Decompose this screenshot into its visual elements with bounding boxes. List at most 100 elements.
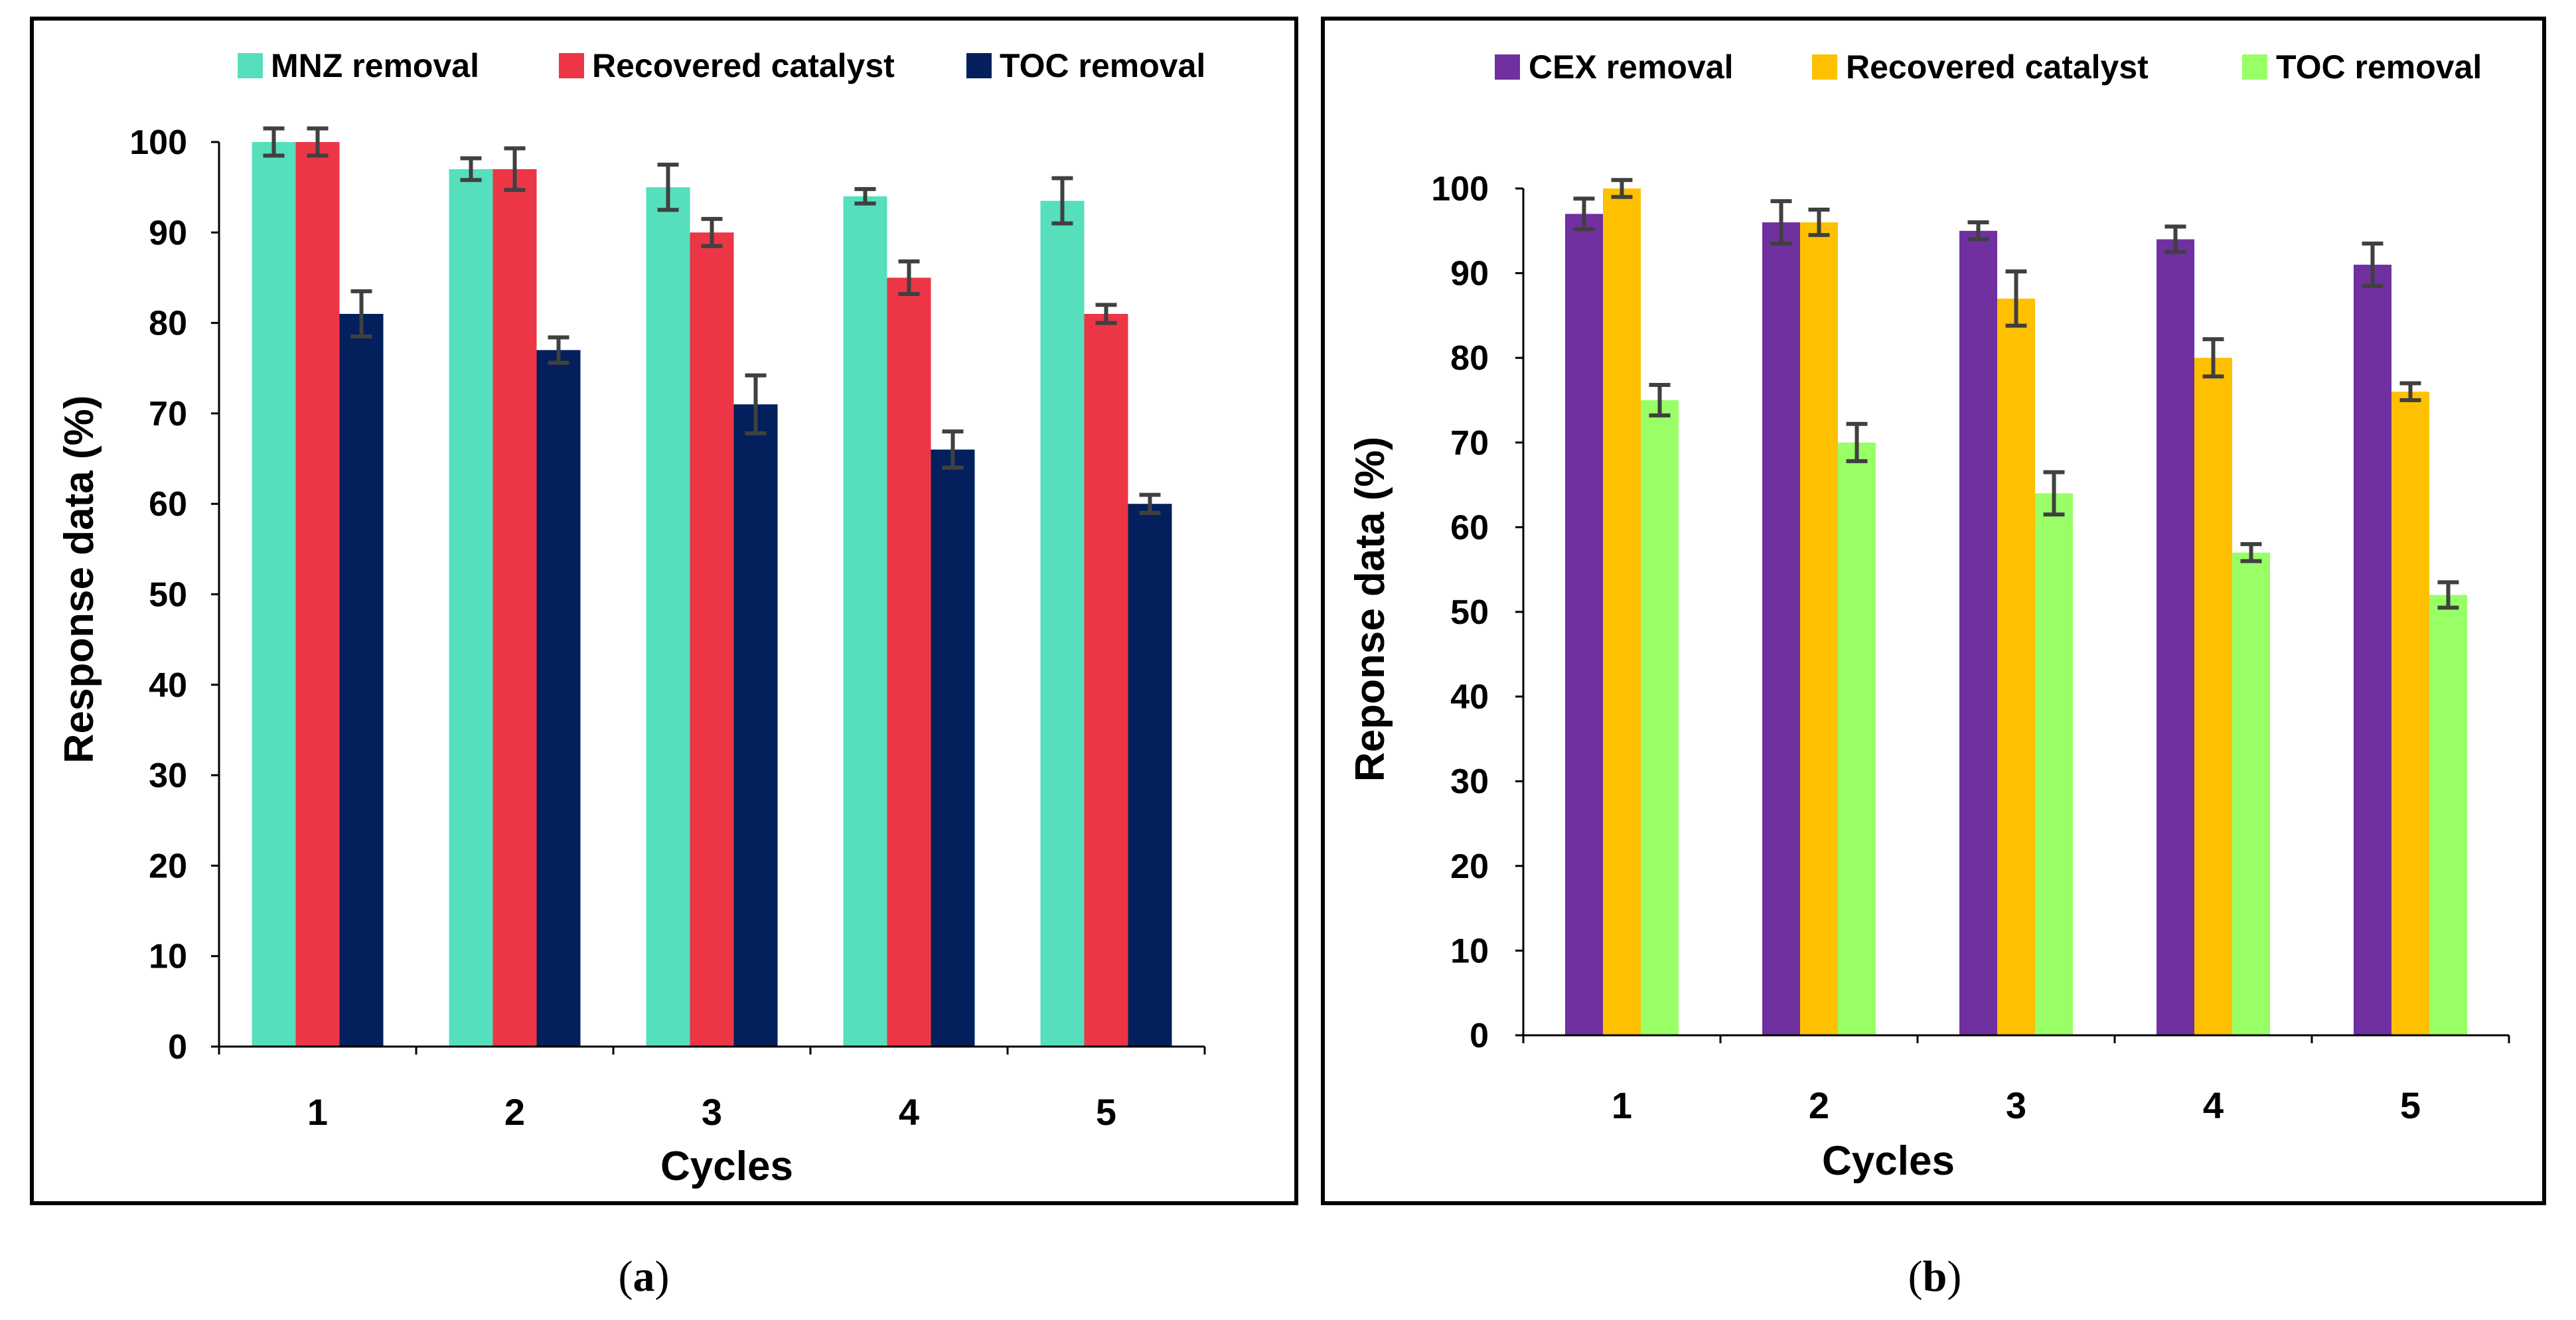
panel-b-error-bar-series-3-cycle-2 [1846,421,1868,463]
panel-a-bar-series-3-cycle-1 [339,313,384,1047]
panel-b-bar-series-1-cycle-2 [1762,222,1800,1035]
panel-b-error-bar-series-3-cycle-4 [2240,542,2262,563]
panel-b-y-axis-title: Reponse data (%) [1347,437,1393,782]
panel-b-x-tick-label-2: 2 [1809,1084,1829,1126]
panel-b-error-bar-series-1-cycle-3 [1967,220,1989,242]
panel-a-bar-series-2-cycle-4 [887,277,931,1047]
panel-b-y-tick-label-80: 80 [1450,339,1489,378]
panel-a-error-bar-series-3-cycle-3 [745,373,767,435]
panel-b-error-bar-series-1-cycle-5 [2362,241,2384,288]
panel-b-bar-series-2-cycle-2 [1800,222,1838,1035]
panel-b-bar-series-2-cycle-5 [2391,392,2429,1035]
panel-b-error-bar-series-2-cycle-4 [2202,337,2224,379]
panel-a-error-bar-series-2-cycle-2 [504,146,526,192]
panel-a-error-bar-series-2-cycle-4 [898,259,920,296]
chart-panel-a: MNZ removal Recovered catalyst TOC removal… [30,17,1298,1301]
panel-b-legend-swatch-2 [1812,54,1837,80]
panel-a-y-tick-label-80: 80 [149,305,187,343]
panel-a-caption: (a) [619,1252,670,1301]
panel-b-bar-series-1-cycle-3 [1959,230,1997,1035]
panel-b-legend-label-2: Recovered catalyst [1846,48,2149,86]
panel-b-frame [1321,17,2546,1205]
panel-a-legend-label-2: Recovered catalyst [592,47,895,84]
panel-b-bar-series-1-cycle-4 [2157,239,2194,1035]
panel-b-legend: CEX removal Recovered catalyst TOC removal [1495,48,2482,86]
panel-b-error-bar-series-1-cycle-2 [1770,199,1792,246]
panel-a-error-bar-series-1-cycle-5 [1051,176,1073,226]
panel-a-bar-series-2-cycle-2 [492,169,537,1047]
panel-b-bar-series-3-cycle-3 [2035,493,2073,1035]
panel-a-x-tick-label-4: 4 [899,1091,919,1133]
panel-b-error-bar-series-2-cycle-1 [1611,178,1633,199]
panel-b-y-tick-label-30: 30 [1450,763,1489,801]
panel-b-y-tick-label-40: 40 [1450,678,1489,717]
panel-a-error-bar-series-3-cycle-4 [942,429,964,470]
panel-b-caption: (b) [1908,1252,1962,1301]
panel-b-x-tick-label-3: 3 [2006,1084,2026,1126]
panel-a-legend-swatch-1 [238,53,263,78]
panel-a-bar-series-1-cycle-4 [843,196,887,1047]
panel-a-x-axis-title: Cycles [660,1143,793,1189]
panel-b-bar-series-3-cycle-2 [1838,442,1876,1035]
panel-b-legend-label-3: TOC removal [2276,48,2482,86]
panel-b-error-bar-series-2-cycle-5 [2399,381,2421,402]
panel-b-x-axis-title: Cycles [1822,1138,1955,1184]
panel-b-legend-label-1: CEX removal [1529,48,1733,86]
panel-b-x-tick-label-4: 4 [2203,1084,2224,1126]
panel-a-legend-label-3: TOC removal [1000,47,1205,84]
panel-a-bar-series-1-cycle-3 [646,187,690,1047]
panel-a-x-tick-label-2: 2 [504,1091,525,1133]
panel-b-y-tick-label-100: 100 [1431,170,1489,208]
panel-b-legend-swatch-1 [1495,54,1520,80]
panel-a-y-tick-label-50: 50 [149,576,187,615]
panel-a-error-bar-series-2-cycle-3 [701,216,723,248]
panel-b-error-bar-series-3-cycle-1 [1649,383,1671,417]
panel-b-bar-series-1-cycle-1 [1565,214,1603,1035]
panel-a-x-tick-label-3: 3 [702,1091,722,1133]
panel-b-bar-series-3-cycle-4 [2232,552,2270,1035]
panel-b-bar-series-3-cycle-1 [1641,400,1679,1035]
panel-a-legend: MNZ removal Recovered catalyst TOC removal [238,47,1205,84]
panel-a-bar-series-3-cycle-5 [1128,504,1172,1047]
panel-b-bar-series-2-cycle-3 [1997,298,2035,1035]
panel-a-bar-series-3-cycle-3 [733,404,778,1047]
panel-a-bar-series-1-cycle-5 [1040,200,1085,1047]
panel-a-bar-series-2-cycle-3 [690,232,734,1047]
panel-b-error-bar-series-1-cycle-1 [1573,196,1595,232]
panel-b-x-tick-label-1: 1 [1612,1084,1632,1126]
panel-a-y-tick-label-10: 10 [149,938,187,976]
panel-b-y-tick-label-10: 10 [1450,932,1489,970]
panel-a-error-bar-series-1-cycle-1 [263,126,285,158]
panel-a-error-bar-series-3-cycle-5 [1139,492,1161,515]
panel-a-error-bar-series-1-cycle-4 [854,186,876,206]
panel-a-plot-area: 0 10 20 30 40 50 60 70 80 90 100 1 2 3 4 5 [129,123,1206,1133]
panel-b-bar-series-3-cycle-5 [2429,595,2467,1035]
panel-b-y-tick-label-90: 90 [1450,255,1489,293]
panel-a-y-tick-label-60: 60 [149,485,187,524]
panel-a-error-bar-series-3-cycle-2 [548,335,569,365]
panel-b-y-tick-label-60: 60 [1450,508,1489,547]
panel-a-error-bar-series-2-cycle-5 [1095,303,1117,325]
panel-a-y-tick-label-40: 40 [149,666,187,705]
panel-b-plot-area: 0 10 20 30 40 50 60 70 80 90 100 1 2 3 4 5 [1431,170,2510,1126]
panel-a-y-tick-label-30: 30 [149,757,187,795]
panel-b-error-bar-series-1-cycle-4 [2164,224,2186,254]
panel-b-y-tick-label-70: 70 [1450,424,1489,463]
panel-a-bar-series-3-cycle-4 [931,449,975,1047]
panel-b-bar-series-2-cycle-1 [1603,188,1641,1035]
panel-b-bar-series-1-cycle-5 [2354,264,2391,1036]
panel-b-legend-swatch-3 [2242,54,2267,80]
panel-a-y-tick-label-0: 0 [168,1028,187,1066]
chart-panel-b: CEX removal Recovered catalyst TOC removal… [1321,17,2546,1301]
panel-a-legend-swatch-3 [966,53,992,78]
panel-a-caption-letter: a [633,1252,655,1301]
panel-a-y-tick-label-90: 90 [149,214,187,252]
panel-a-legend-swatch-2 [559,53,584,78]
panel-b-error-bar-series-2-cycle-2 [1808,207,1830,238]
panel-b-y-tick-label-0: 0 [1470,1017,1489,1055]
panel-b-bar-series-2-cycle-4 [2194,358,2232,1035]
panel-a-y-tick-label-20: 20 [149,847,187,885]
panel-a-error-bar-series-3-cycle-1 [350,289,372,339]
panel-a-error-bar-series-1-cycle-3 [657,163,679,212]
panel-a-bar-series-1-cycle-2 [449,169,493,1047]
